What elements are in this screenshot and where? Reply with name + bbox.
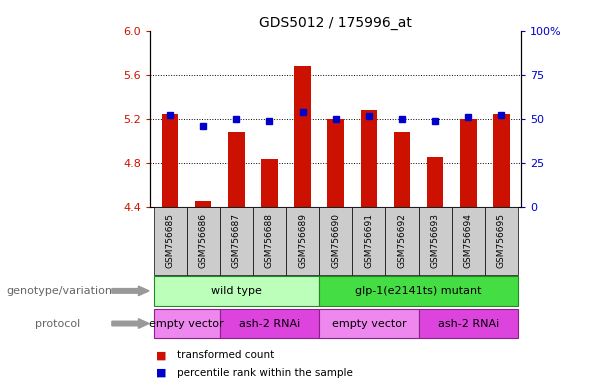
Bar: [485, 207, 518, 275]
Text: empty vector: empty vector: [150, 318, 224, 329]
Text: ash-2 RNAi: ash-2 RNAi: [239, 318, 300, 329]
Bar: [460, 119, 477, 207]
Bar: [187, 207, 220, 275]
Bar: [154, 276, 319, 306]
Bar: [195, 201, 211, 207]
Title: GDS5012 / 175996_at: GDS5012 / 175996_at: [259, 16, 412, 30]
Bar: [385, 207, 419, 275]
Bar: [286, 207, 319, 275]
Text: GSM756691: GSM756691: [365, 214, 373, 268]
Bar: [154, 207, 187, 275]
Bar: [294, 66, 311, 207]
Text: GSM756695: GSM756695: [497, 214, 506, 268]
Text: genotype/variation: genotype/variation: [6, 286, 112, 296]
Text: ash-2 RNAi: ash-2 RNAi: [438, 318, 499, 329]
Text: ■: ■: [156, 368, 167, 378]
Bar: [162, 114, 178, 207]
Text: empty vector: empty vector: [332, 318, 406, 329]
Bar: [393, 132, 411, 207]
Text: GSM756693: GSM756693: [431, 214, 439, 268]
Bar: [220, 207, 253, 275]
Text: wild type: wild type: [211, 286, 262, 296]
Text: percentile rank within the sample: percentile rank within the sample: [177, 368, 353, 378]
Bar: [228, 132, 244, 207]
Text: GSM756685: GSM756685: [166, 214, 174, 268]
Bar: [220, 309, 319, 338]
Bar: [352, 207, 385, 275]
Text: ■: ■: [156, 350, 167, 360]
Text: GSM756688: GSM756688: [265, 214, 274, 268]
Text: GSM756690: GSM756690: [331, 214, 340, 268]
Text: GSM756687: GSM756687: [232, 214, 241, 268]
Text: glp-1(e2141ts) mutant: glp-1(e2141ts) mutant: [355, 286, 482, 296]
Bar: [493, 114, 509, 207]
Bar: [452, 207, 485, 275]
Bar: [154, 309, 220, 338]
Text: GSM756689: GSM756689: [298, 214, 307, 268]
Bar: [419, 309, 518, 338]
Bar: [327, 119, 344, 207]
Bar: [319, 276, 518, 306]
Bar: [261, 159, 278, 207]
Text: GSM756686: GSM756686: [198, 214, 208, 268]
Bar: [419, 207, 452, 275]
Text: protocol: protocol: [35, 318, 81, 329]
Bar: [253, 207, 286, 275]
Text: transformed count: transformed count: [177, 350, 274, 360]
Text: GSM756692: GSM756692: [398, 214, 406, 268]
Bar: [427, 157, 444, 207]
Bar: [319, 309, 419, 338]
Bar: [360, 110, 377, 207]
Bar: [319, 207, 352, 275]
Text: GSM756694: GSM756694: [464, 214, 473, 268]
